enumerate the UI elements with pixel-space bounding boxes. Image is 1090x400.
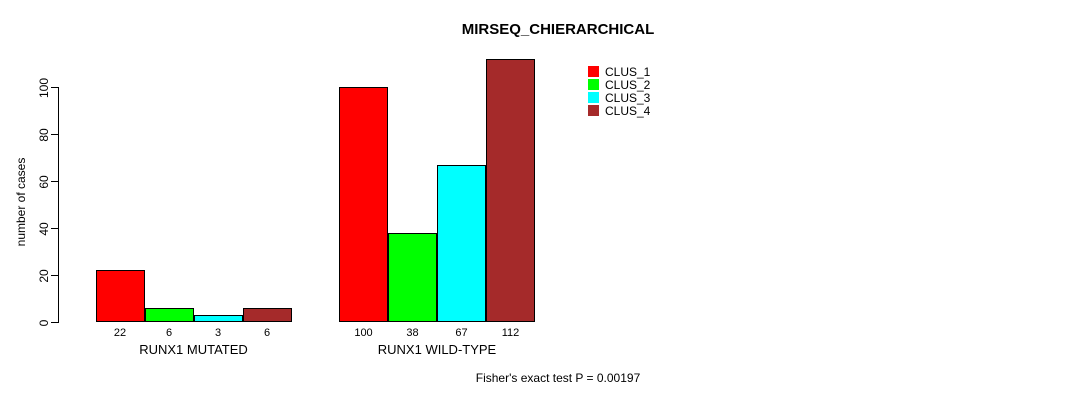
x-group-label: RUNX1 MUTATED xyxy=(139,342,248,357)
bar-value-label: 3 xyxy=(214,327,222,339)
y-tick-label: 100 xyxy=(37,77,51,98)
bar-clus_4-group1 xyxy=(242,307,292,322)
y-tick-mark xyxy=(51,181,58,182)
y-tick-label: 0 xyxy=(37,319,51,326)
x-group-label: RUNX1 WILD-TYPE xyxy=(377,342,497,357)
bar-clus_1-group2 xyxy=(339,87,388,322)
annotation-fisher-test: Fisher's exact test P = 0.00197 xyxy=(475,371,641,385)
y-tick-label: 20 xyxy=(37,268,51,283)
bar-clus_3-group1 xyxy=(193,314,243,322)
y-axis-label: number of cases xyxy=(14,157,28,247)
bar-clus_4-group2 xyxy=(486,58,535,322)
bar-clus_3-group2 xyxy=(437,164,486,322)
legend-swatch-clus_1 xyxy=(588,66,599,77)
legend-label: CLUS_2 xyxy=(605,78,651,92)
y-tick-mark xyxy=(51,275,58,276)
bar-value-label: 22 xyxy=(113,327,127,339)
bar-clus_1-group1 xyxy=(95,270,145,322)
legend-label: CLUS_3 xyxy=(605,91,651,105)
y-tick-mark xyxy=(51,134,58,135)
bar-value-label: 67 xyxy=(455,327,468,339)
bar-value-label: 6 xyxy=(165,327,173,339)
y-tick-mark xyxy=(51,322,58,323)
legend-swatch-clus_4 xyxy=(588,105,599,116)
y-tick-mark xyxy=(51,228,58,229)
y-tick-label: 60 xyxy=(37,174,51,189)
chart-title: MIRSEQ_CHIERARCHICAL xyxy=(461,21,655,38)
bar-value-label: 6 xyxy=(263,327,271,339)
bar-value-label: 112 xyxy=(501,327,520,339)
bar-clus_2-group1 xyxy=(144,307,194,322)
bar-clus_2-group2 xyxy=(388,232,437,322)
y-tick-label: 40 xyxy=(37,221,51,236)
y-axis-line xyxy=(58,87,59,323)
legend-swatch-clus_2 xyxy=(588,79,599,90)
legend-label: CLUS_1 xyxy=(605,65,651,79)
legend-swatch-clus_3 xyxy=(588,92,599,103)
bar-value-label: 38 xyxy=(406,327,419,339)
legend-label: CLUS_4 xyxy=(605,104,651,118)
y-tick-label: 80 xyxy=(37,127,51,142)
bar-value-label: 100 xyxy=(354,327,373,339)
y-tick-mark xyxy=(51,87,58,88)
